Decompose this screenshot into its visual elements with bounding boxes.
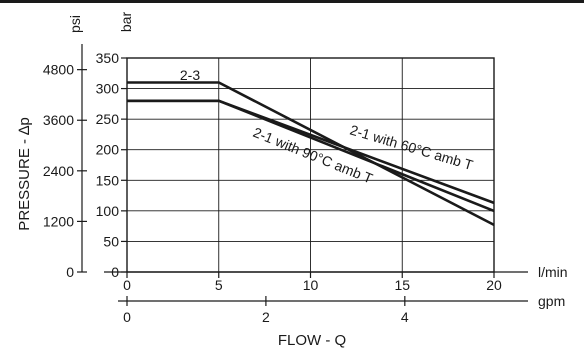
series-label-1: 2-3 [180, 67, 200, 83]
x-tick-label-2: 10 [303, 277, 319, 293]
y-tick-label-7: 350 [96, 50, 120, 66]
y2-tick-label-0: 0 [66, 264, 74, 280]
y-tick-label-3: 150 [96, 172, 120, 188]
y2-unit-label: psi [67, 15, 83, 33]
x2-tick-label-1: 2 [262, 309, 270, 325]
x-axis-title: FLOW - Q [278, 332, 346, 349]
series-lines [127, 81, 495, 227]
y2-tick-label-3: 3600 [43, 112, 74, 128]
x-unit-label: l/min [538, 264, 568, 280]
x-tick-label-1: 5 [215, 277, 223, 293]
y-unit-label: bar [118, 12, 134, 33]
x2-unit-label: gpm [538, 293, 565, 309]
y-axis-title: PRESSURE - ∆p [16, 117, 33, 230]
series-line-1 [127, 81, 495, 227]
x-tick-label-4: 20 [486, 277, 502, 293]
y-tick-label-2: 100 [96, 203, 120, 219]
y2-tick-label-4: 4800 [43, 62, 74, 78]
y2-tick-label-1: 1200 [43, 213, 74, 229]
x-tick-label-0: 0 [123, 277, 131, 293]
grid [127, 58, 494, 272]
series-line-3 [127, 99, 495, 213]
series-label-2: 2-1 with 60°C amb T [348, 122, 475, 174]
x-tick-label-3: 15 [394, 277, 410, 293]
y-tick-label-1: 50 [103, 233, 119, 249]
y2-tick-label-2: 2400 [43, 163, 74, 179]
x2-tick-label-0: 0 [123, 309, 131, 325]
x2-tick-label-2: 4 [401, 309, 409, 325]
y-tick-label-5: 250 [96, 111, 120, 127]
y-tick-label-4: 200 [96, 142, 120, 158]
y-tick-label-6: 300 [96, 81, 120, 97]
